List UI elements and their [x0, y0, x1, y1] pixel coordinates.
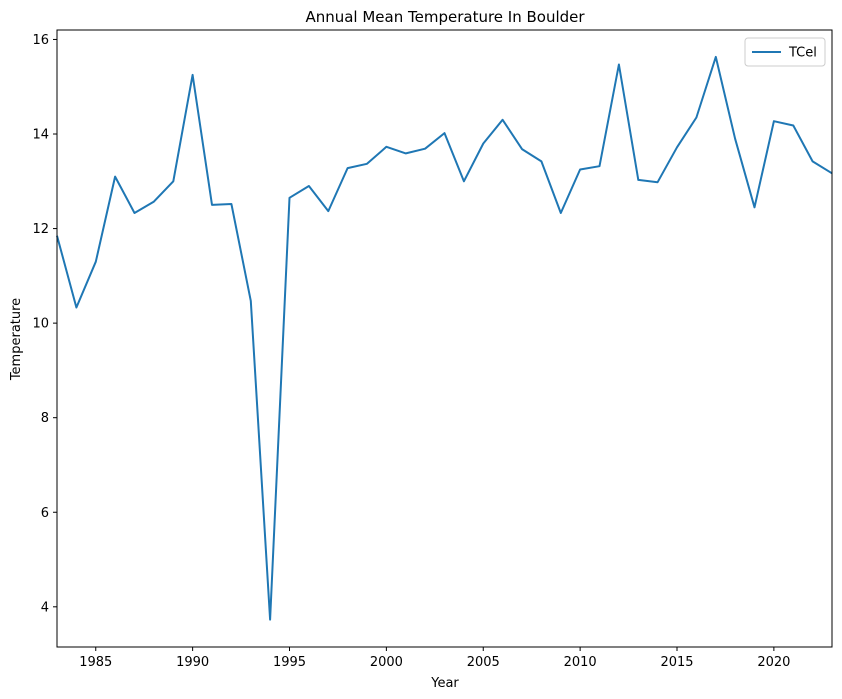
y-axis-label: Temperature [9, 298, 24, 381]
y-tick-label: 6 [41, 506, 49, 521]
series-line-tcel [56, 55, 833, 621]
y-tick-label: 4 [41, 600, 49, 615]
x-axis-label: Year [430, 676, 459, 691]
series-layer [56, 55, 833, 621]
x-tick-label: 2000 [370, 655, 403, 670]
chart-title: Annual Mean Temperature In Boulder [305, 8, 585, 26]
y-tick-label: 12 [32, 222, 49, 237]
y-axis: 4 6 8 10 12 14 16 [32, 33, 57, 615]
x-tick-label: 1985 [79, 655, 112, 670]
x-tick-label: 2020 [757, 655, 790, 670]
y-tick-label: 16 [32, 33, 49, 48]
x-tick-label: 1995 [273, 655, 306, 670]
plot-frame [56, 29, 833, 648]
y-tick-label: 8 [41, 411, 49, 426]
y-tick-label: 14 [32, 128, 49, 143]
x-tick-label: 2015 [660, 655, 693, 670]
y-tick-label: 10 [32, 317, 49, 332]
x-tick-label: 2005 [467, 655, 500, 670]
legend-label: TCel [788, 46, 817, 61]
legend-box [744, 37, 826, 67]
x-axis: 1985 1990 1995 2000 2005 2010 2015 2020 [79, 647, 790, 670]
x-tick-label: 1990 [176, 655, 209, 670]
legend: TCel [744, 37, 826, 67]
x-tick-label: 2010 [564, 655, 597, 670]
